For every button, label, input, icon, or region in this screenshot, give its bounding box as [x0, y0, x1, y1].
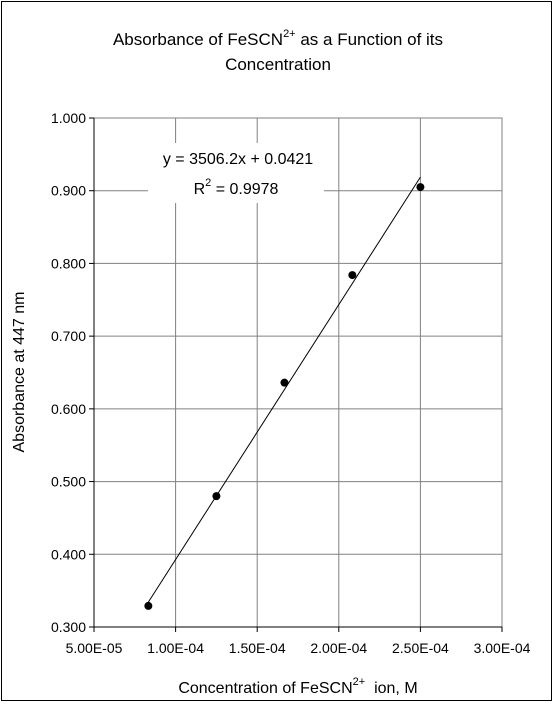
- data-points: [144, 183, 425, 610]
- data-point: [280, 378, 289, 387]
- x-tick-label: 2.00E-04: [310, 640, 367, 656]
- x-axis-ticks: 5.00E-05 1.00E-04 1.50E-04 2.00E-04 2.50E-04…: [66, 627, 531, 656]
- equation-box: [148, 143, 324, 203]
- x-tick-label: 1.00E-04: [147, 640, 204, 656]
- y-tick-label: 0.400: [51, 546, 86, 562]
- y-tick-label: 0.800: [51, 255, 86, 271]
- data-point: [144, 601, 153, 610]
- y-tick-label: 0.700: [51, 328, 86, 344]
- x-tick-label: 1.50E-04: [229, 640, 286, 656]
- r2-superscript: 2: [205, 177, 211, 189]
- x-tick-label: 3.00E-04: [474, 640, 531, 656]
- x-axis-title: Concentration of FeSCN2+ ion, M: [178, 676, 417, 697]
- xlabel-superscript: 2+: [353, 676, 366, 688]
- data-point: [212, 492, 221, 501]
- y-tick-label: 1.000: [51, 110, 86, 126]
- y-tick-label: 0.900: [51, 183, 86, 199]
- y-tick-label: 0.300: [51, 619, 86, 635]
- trendline-equation: y = 3506.2x + 0.0421: [163, 151, 313, 168]
- data-point: [416, 183, 425, 192]
- trendline: [147, 176, 421, 603]
- x-tick-label: 5.00E-05: [66, 640, 123, 656]
- x-tick-label: 2.50E-04: [392, 640, 449, 656]
- r-squared-label: R2 = 0.9978: [194, 177, 279, 198]
- chart-title-line2: Concentration: [225, 55, 331, 74]
- data-point: [348, 271, 357, 280]
- y-axis-ticks: 0.300 0.400 0.500 0.600 0.700 0.800 0.900 1.000: [51, 110, 94, 635]
- y-tick-label: 0.600: [51, 401, 86, 417]
- y-axis-title: Absorbance at 447 nm: [11, 292, 28, 453]
- y-tick-label: 0.500: [51, 474, 86, 490]
- chart-title-line1: Absorbance of FeSCN2+ as a Function of i…: [113, 28, 443, 49]
- title-superscript: 2+: [283, 28, 296, 40]
